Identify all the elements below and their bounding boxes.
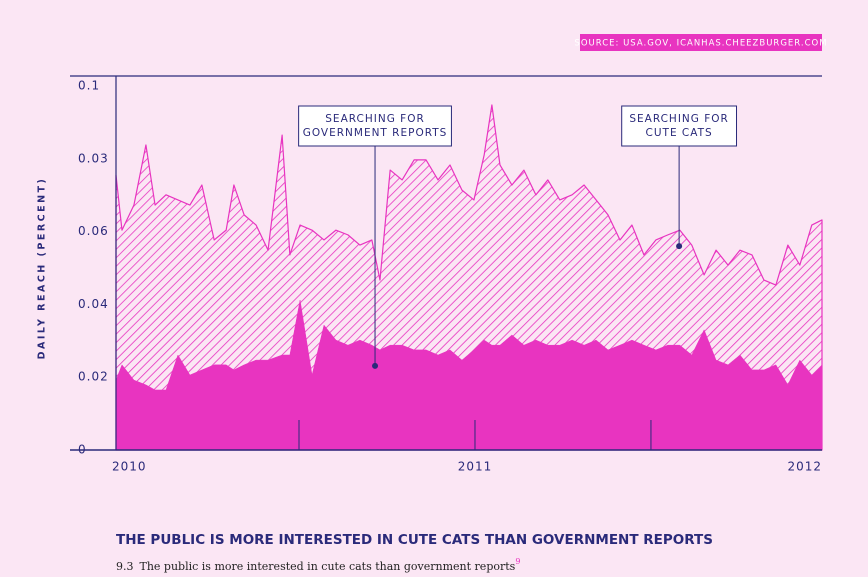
- annotation-box: [621, 105, 738, 147]
- y-tick-label: 0.03: [78, 151, 109, 165]
- y-tick-label: 0.02: [78, 370, 109, 384]
- y-axis-label: DAILY REACH (PERCENT): [37, 177, 48, 360]
- annotation-box: [298, 105, 452, 147]
- y-tick-label: 0.04: [78, 297, 109, 311]
- x-tick-label: 2010: [112, 460, 147, 474]
- y-tick-label: 0.06: [78, 224, 109, 238]
- annotation-text: SEARCHING FOR: [325, 113, 425, 125]
- source-badge: [580, 34, 822, 51]
- y-tick-label: 0.1: [78, 79, 100, 93]
- caption: 9.3 The public is more interested in cute…: [116, 557, 520, 573]
- caption-number: 9.3: [116, 560, 134, 573]
- y-tick-label: 0: [78, 443, 87, 457]
- annotation-point: [676, 243, 683, 250]
- annotation-text: GOVERNMENT REPORTS: [303, 127, 448, 139]
- annotation-text: CUTE CATS: [646, 127, 713, 139]
- x-tick-label: 2012: [787, 460, 822, 474]
- x-tick-label: 2011: [458, 460, 493, 474]
- area: [115, 299, 823, 451]
- annotation-text: SEARCHING FOR: [629, 113, 729, 125]
- caption-footnote: 9: [515, 557, 520, 566]
- caption-text: The public is more interested in cute ca…: [140, 560, 516, 573]
- footer-title: THE PUBLIC IS MORE INTERESTED IN CUTE CA…: [116, 532, 713, 548]
- source: SOURCE: USA.GOV, ICANHAS.CHEEZBURGER.COM: [574, 39, 827, 49]
- annotation-point: [372, 362, 379, 369]
